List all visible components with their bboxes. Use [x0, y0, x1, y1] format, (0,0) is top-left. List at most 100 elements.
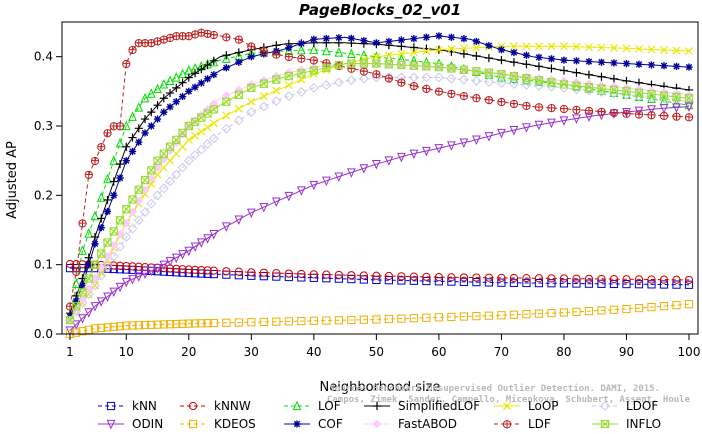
point-odin — [196, 238, 206, 248]
point-ldf — [647, 111, 656, 120]
point-simplifiedlof — [522, 60, 531, 69]
point-kdeos — [203, 319, 212, 328]
point-ldf — [309, 56, 318, 65]
point-cof — [547, 55, 556, 63]
point-kdeos — [147, 320, 156, 329]
point-knnw — [309, 270, 318, 279]
point-inflo — [397, 60, 406, 70]
series-inflo — [65, 59, 694, 325]
point-knnw — [322, 270, 331, 279]
point-odin — [96, 297, 106, 307]
y-tick-label: 0.4 — [34, 50, 53, 64]
point-knnw — [222, 267, 231, 276]
point-kdeos — [78, 327, 87, 336]
x-tick-label: 60 — [431, 345, 446, 359]
point-ldof — [165, 176, 175, 187]
point-cof — [447, 33, 456, 41]
y-tick-label: 0.2 — [34, 188, 53, 202]
point-ldof — [509, 79, 519, 89]
point-kdeos — [397, 314, 406, 323]
x-tick-label: 10 — [119, 345, 134, 359]
point-inflo — [459, 65, 469, 74]
point-ldf — [459, 92, 469, 101]
plot-frame — [61, 21, 699, 335]
point-knn — [434, 277, 443, 286]
point-simplifiedlof — [409, 43, 418, 52]
point-kdeos — [159, 320, 168, 329]
point-kdeos — [684, 300, 694, 309]
point-ldof — [183, 155, 194, 166]
point-ldf — [684, 113, 694, 122]
point-odin — [165, 257, 175, 267]
point-cof — [597, 58, 606, 66]
point-knnw — [509, 273, 519, 283]
point-ldf — [584, 106, 594, 116]
point-kdeos — [222, 318, 231, 327]
point-inflo — [597, 84, 606, 93]
point-kdeos — [165, 320, 175, 329]
point-odin — [90, 302, 100, 312]
point-knn — [459, 277, 469, 286]
point-loop — [509, 42, 518, 51]
point-lof — [346, 48, 356, 58]
point-cof — [372, 39, 380, 47]
point-ldf — [672, 112, 681, 121]
point-simplifiedlof — [178, 78, 187, 87]
y-tick-label: 0.1 — [34, 258, 53, 272]
point-loop — [209, 119, 218, 128]
point-inflo — [622, 87, 631, 96]
point-cof — [310, 35, 318, 43]
point-cof — [116, 174, 124, 182]
point-lof — [334, 47, 344, 57]
point-knn — [584, 279, 594, 288]
y-axis: 0.0 0.1 0.2 0.3 0.4 — [34, 50, 62, 341]
point-inflo — [372, 59, 381, 68]
legend-label: INFLO — [626, 417, 661, 431]
point-knn — [190, 269, 200, 278]
point-ldof — [233, 115, 244, 126]
point-loop — [234, 104, 243, 113]
point-cof — [103, 207, 112, 216]
point-kdeos — [322, 316, 331, 325]
point-cof — [460, 35, 468, 43]
point-cof — [285, 44, 293, 52]
point-ldf — [509, 99, 519, 109]
point-ldof — [108, 251, 119, 262]
point-cof — [91, 240, 99, 248]
point-kdeos — [153, 320, 162, 329]
point-kdeos — [115, 322, 125, 331]
point-cof — [78, 281, 87, 290]
point-simplifiedlof — [209, 56, 218, 65]
point-knnw — [672, 275, 681, 284]
point-odin — [397, 152, 406, 163]
point-ldof — [171, 169, 182, 180]
point-ldof — [421, 72, 432, 83]
point-fastabod — [222, 91, 231, 100]
point-knnw — [559, 274, 569, 283]
point-lof — [78, 245, 87, 255]
point-loop — [522, 42, 531, 51]
point-kdeos — [622, 304, 631, 314]
point-ldof — [471, 75, 482, 86]
point-odin — [159, 260, 169, 271]
legend-item-loop: LoOP — [494, 399, 559, 413]
legend-item-ldof: LDOF — [592, 399, 658, 413]
point-knn — [409, 276, 418, 285]
point-odin — [346, 168, 356, 178]
legend-label: FastABOD — [398, 417, 457, 431]
point-odin — [622, 108, 631, 118]
point-odin — [128, 275, 137, 285]
point-cof — [128, 147, 137, 156]
point-knn — [309, 273, 318, 282]
point-loop — [559, 42, 568, 51]
x-tick-label: 40 — [306, 345, 321, 359]
point-inflo — [634, 88, 644, 97]
point-ldf — [297, 54, 306, 63]
point-odin — [321, 176, 331, 187]
series-odin — [65, 102, 694, 336]
point-loop — [184, 135, 193, 144]
point-kdeos — [609, 305, 619, 314]
point-kdeos — [434, 313, 443, 322]
point-simplifiedlof — [572, 68, 581, 77]
